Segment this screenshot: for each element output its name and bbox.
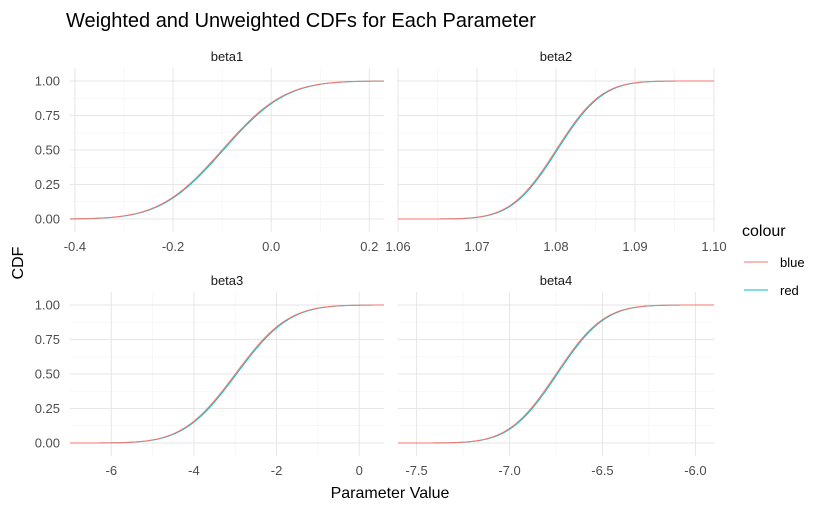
x-tick-label: -0.4 xyxy=(64,239,86,254)
facet-panel-beta1: beta1 0.00 0.25 0.50 0.75 1.00 -0.4 -0.2 0.0 0.2 xyxy=(35,49,385,254)
facet-strip-label: beta2 xyxy=(540,49,573,64)
x-tick-label: 1.07 xyxy=(464,239,489,254)
facet-panel-beta3: beta3 0.00 0.25 0.50 0.75 1.00 -6 -4 -2 0 xyxy=(35,273,385,478)
x-tick-label: 0.2 xyxy=(360,239,378,254)
x-tick-label: -6.0 xyxy=(684,463,706,478)
x-tick-label: -6.5 xyxy=(591,463,613,478)
x-tick-label: 1.10 xyxy=(701,239,726,254)
x-tick-label: -2 xyxy=(271,463,283,478)
x-tick-label: 1.09 xyxy=(622,239,647,254)
facet-strip-label: beta3 xyxy=(211,273,244,288)
y-axis-title: CDF xyxy=(10,246,27,279)
y-tick-label: 0.50 xyxy=(35,143,60,158)
x-tick-label: 0 xyxy=(356,463,363,478)
legend: colour blue red xyxy=(742,223,805,298)
y-tick-label: 0.50 xyxy=(35,367,60,382)
y-tick-label: 1.00 xyxy=(35,74,60,89)
y-tick-label: 0.00 xyxy=(35,436,60,451)
y-tick-label: 1.00 xyxy=(35,298,60,313)
x-tick-label: -4 xyxy=(188,463,200,478)
x-axis-title: Parameter Value xyxy=(331,485,450,502)
facet-panel-beta2: beta2 1.06 1.07 1.08 1.09 1.10 xyxy=(385,49,726,254)
x-tick-label: 1.08 xyxy=(543,239,568,254)
series-line-blue xyxy=(69,80,385,220)
facet-strip-label: beta4 xyxy=(540,273,573,288)
y-tick-label: 0.75 xyxy=(35,332,60,347)
legend-label-red: red xyxy=(780,283,799,298)
chart-title: Weighted and Unweighted CDFs for Each Pa… xyxy=(66,10,536,32)
facet-strip-label: beta1 xyxy=(211,49,244,64)
legend-label-blue: blue xyxy=(780,255,805,270)
series-line-blue xyxy=(398,304,714,444)
legend-title: colour xyxy=(742,223,786,240)
series-line-blue xyxy=(398,80,714,220)
x-tick-label: -7.5 xyxy=(405,463,427,478)
x-tick-label: 0.0 xyxy=(262,239,280,254)
y-tick-label: 0.25 xyxy=(35,177,60,192)
x-tick-label: -7.0 xyxy=(498,463,520,478)
y-tick-label: 0.75 xyxy=(35,108,60,123)
y-tick-label: 0.00 xyxy=(35,212,60,227)
x-tick-label: 1.06 xyxy=(385,239,410,254)
x-tick-label: -6 xyxy=(106,463,118,478)
x-tick-label: -0.2 xyxy=(162,239,184,254)
y-tick-label: 0.25 xyxy=(35,401,60,416)
facet-panel-beta4: beta4 -7.5 -7.0 -6.5 -6.0 xyxy=(398,273,714,478)
series-line-blue xyxy=(69,304,385,444)
